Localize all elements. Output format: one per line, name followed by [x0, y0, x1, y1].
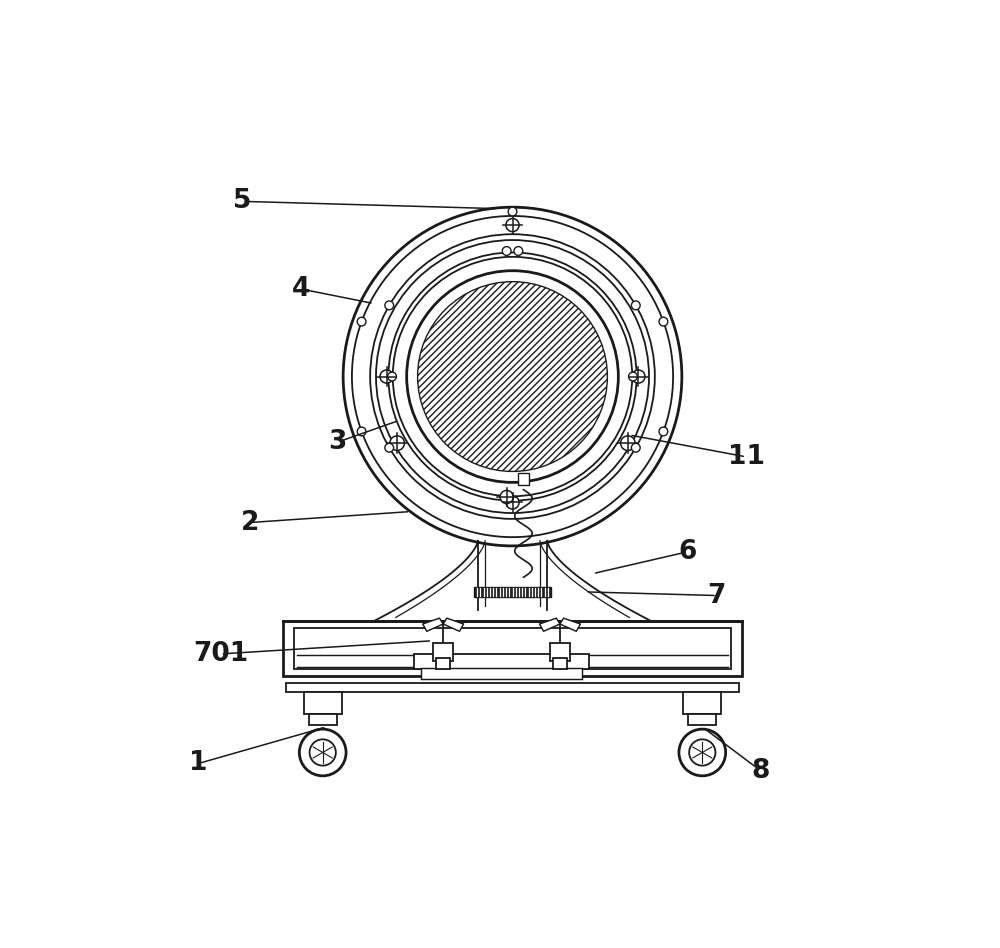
- Circle shape: [621, 436, 635, 450]
- Text: 3: 3: [328, 429, 346, 455]
- Circle shape: [631, 444, 640, 452]
- Bar: [283, 621, 742, 676]
- Text: 2: 2: [241, 509, 259, 536]
- Circle shape: [500, 490, 513, 503]
- Bar: [688, 714, 716, 724]
- Bar: [436, 658, 450, 668]
- Bar: [286, 684, 739, 692]
- Text: 6: 6: [679, 538, 697, 565]
- Text: 7: 7: [708, 582, 726, 609]
- Bar: [474, 587, 551, 597]
- Bar: [479, 540, 546, 611]
- Text: 11: 11: [728, 444, 765, 470]
- Circle shape: [388, 373, 396, 381]
- Circle shape: [357, 428, 366, 436]
- Circle shape: [659, 318, 668, 326]
- Bar: [553, 658, 567, 668]
- Bar: [304, 692, 342, 714]
- Bar: [550, 643, 570, 662]
- Polygon shape: [540, 618, 560, 631]
- Circle shape: [659, 428, 668, 436]
- Circle shape: [407, 271, 618, 483]
- Polygon shape: [443, 618, 464, 631]
- Bar: [683, 692, 721, 714]
- Circle shape: [388, 252, 637, 501]
- Circle shape: [299, 729, 346, 775]
- Circle shape: [689, 739, 715, 766]
- Circle shape: [629, 373, 637, 381]
- Circle shape: [632, 370, 645, 383]
- Circle shape: [393, 257, 632, 496]
- Bar: [294, 629, 731, 668]
- Bar: [433, 643, 453, 662]
- Circle shape: [508, 208, 517, 216]
- Bar: [309, 714, 337, 724]
- Text: 4: 4: [292, 276, 310, 302]
- Bar: [518, 473, 529, 484]
- Bar: [414, 654, 589, 668]
- Circle shape: [514, 246, 523, 255]
- Circle shape: [370, 234, 655, 519]
- Text: 5: 5: [233, 189, 252, 214]
- Circle shape: [385, 301, 394, 310]
- Circle shape: [502, 246, 511, 255]
- Circle shape: [343, 208, 682, 546]
- Polygon shape: [423, 618, 443, 631]
- Text: 701: 701: [193, 641, 248, 667]
- Circle shape: [506, 218, 519, 231]
- Circle shape: [380, 370, 393, 383]
- Circle shape: [679, 729, 726, 775]
- Circle shape: [357, 318, 366, 326]
- Circle shape: [352, 216, 673, 538]
- Bar: [421, 667, 582, 680]
- Circle shape: [506, 496, 519, 509]
- Polygon shape: [560, 618, 580, 631]
- Circle shape: [418, 282, 607, 471]
- Circle shape: [385, 444, 394, 452]
- Circle shape: [376, 240, 649, 513]
- Circle shape: [631, 301, 640, 310]
- Circle shape: [390, 436, 404, 450]
- Circle shape: [310, 739, 336, 766]
- Text: 8: 8: [751, 757, 770, 784]
- Text: 1: 1: [189, 751, 208, 776]
